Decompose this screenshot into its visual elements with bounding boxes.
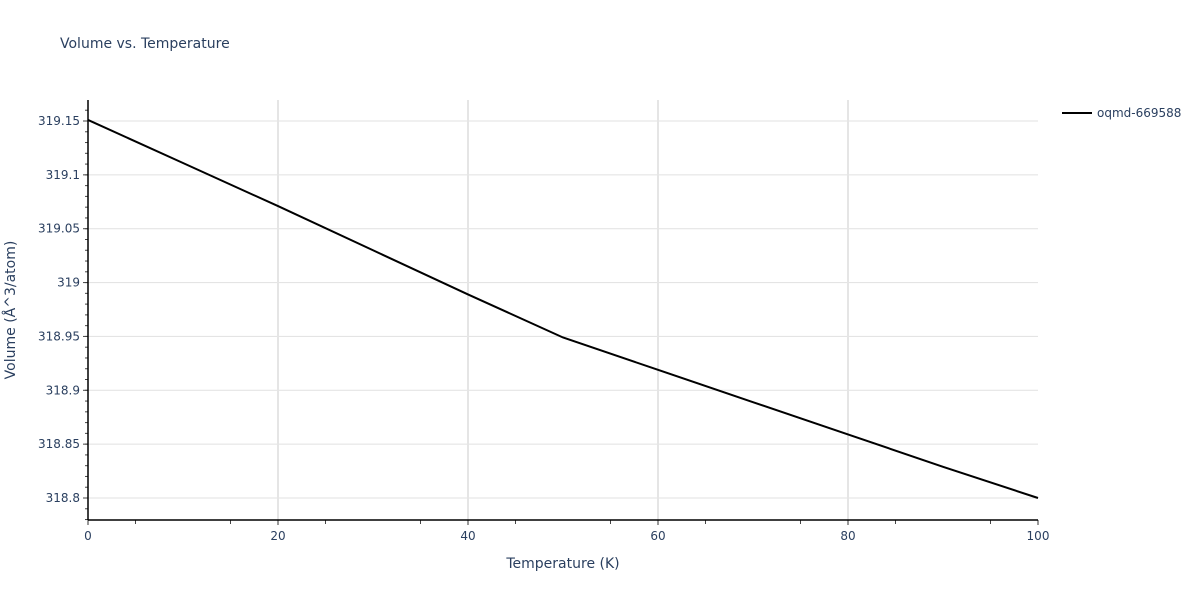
x-tick-label: 20 xyxy=(270,529,285,543)
y-tick-label: 318.85 xyxy=(38,437,80,451)
y-axis-title: Volume (Å^3/atom) xyxy=(2,241,19,380)
y-tick-label: 318.95 xyxy=(38,329,80,343)
y-tick-label: 319.1 xyxy=(46,168,80,182)
y-tick-label: 318.9 xyxy=(46,383,80,397)
series-line[interactable] xyxy=(87,119,1039,499)
x-tick-label: 100 xyxy=(1027,529,1050,543)
legend-item-label: oqmd-669588 xyxy=(1097,106,1182,120)
x-tick-label: 60 xyxy=(650,529,665,543)
y-tick-label: 319.15 xyxy=(38,114,80,128)
chart-title: Volume vs. Temperature xyxy=(60,36,230,52)
axes: 318.8 318.85 318.9 318.95 319 319.05 319.1 319.… xyxy=(38,100,1049,543)
y-tick-label: 318.8 xyxy=(46,491,80,505)
data-series[interactable] xyxy=(87,119,1039,499)
x-axis-title: Temperature (K) xyxy=(505,556,619,572)
gridlines xyxy=(88,100,1038,520)
legend[interactable]: oqmd-669588 xyxy=(1062,106,1181,120)
y-tick-label: 319.05 xyxy=(38,222,80,236)
x-tick-label: 40 xyxy=(460,529,475,543)
y-tick-label: 319 xyxy=(57,276,80,290)
x-tick-label: 80 xyxy=(840,529,855,543)
legend-line-icon xyxy=(1062,112,1092,114)
x-tick-label: 0 xyxy=(84,529,92,543)
